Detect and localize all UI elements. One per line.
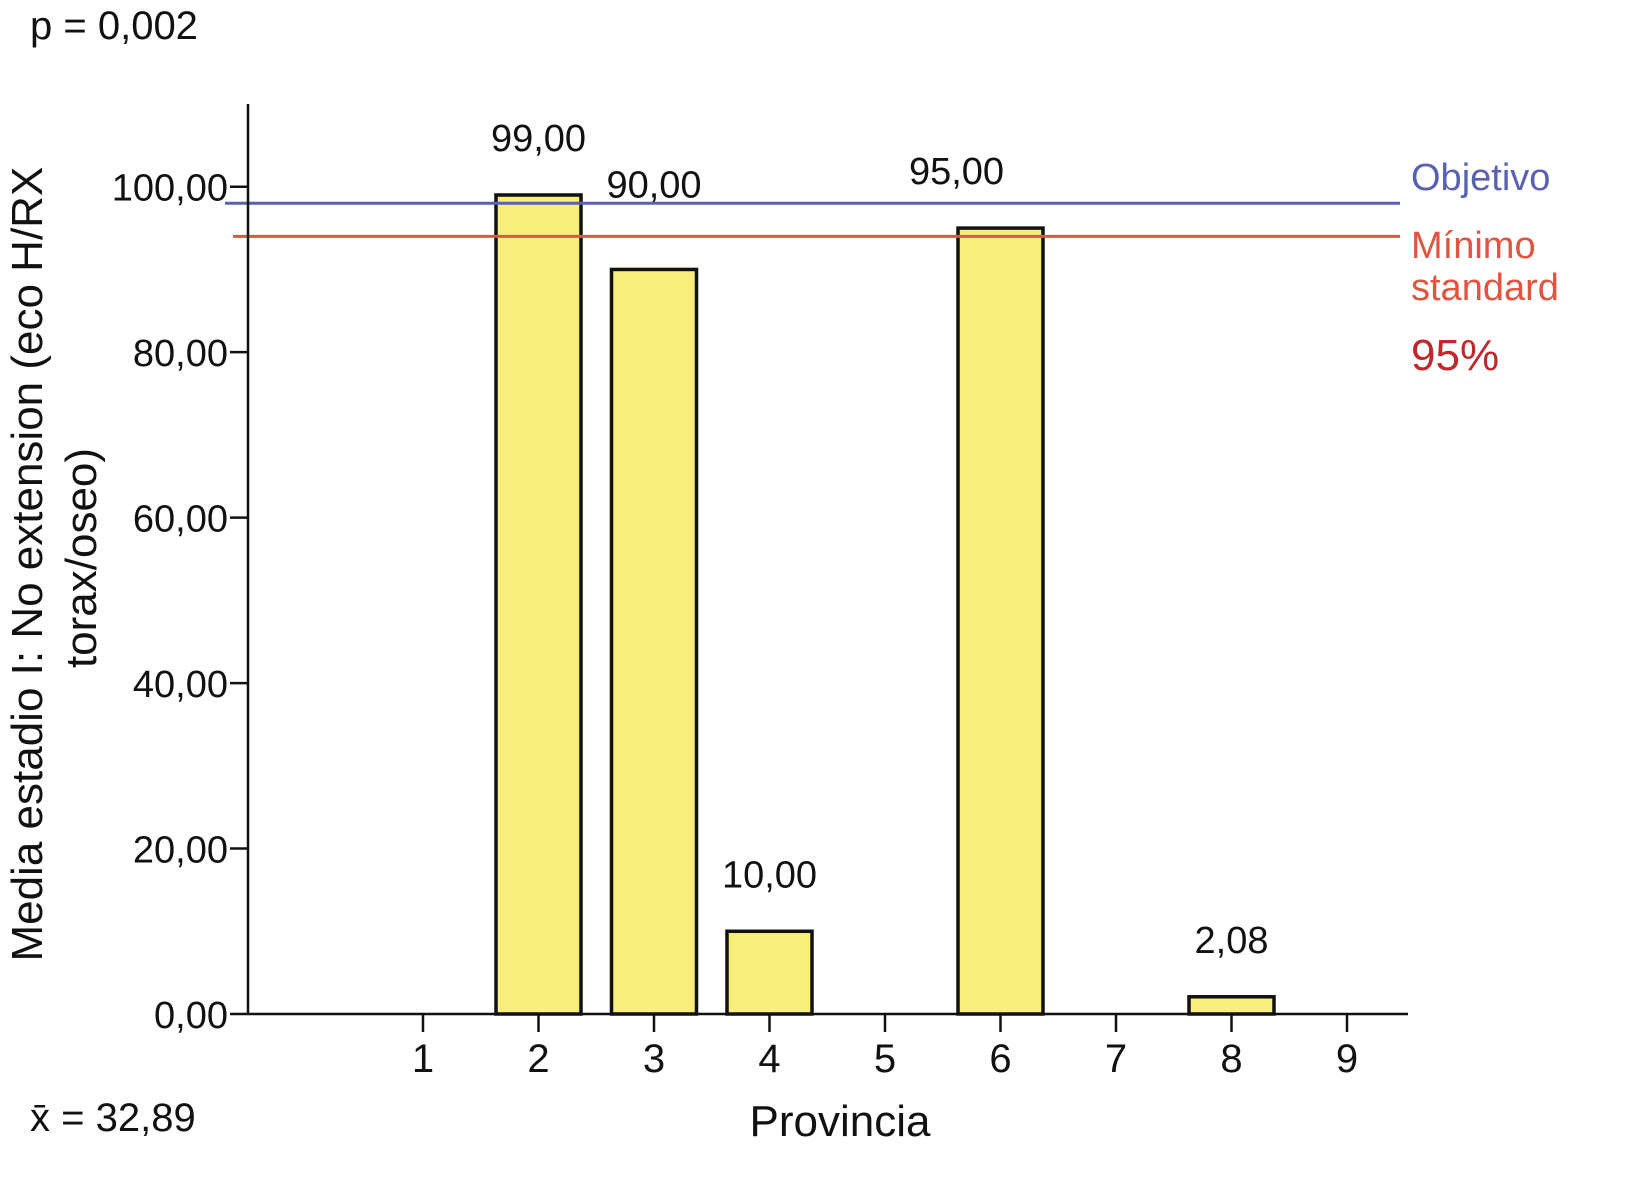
y-tick-label: 40,00 (133, 664, 228, 706)
x-axis-label: Provincia (750, 1097, 931, 1146)
p-value-text: p = 0,002 (30, 4, 198, 48)
reference-line-label: Objetivo (1411, 157, 1550, 199)
y-tick-label: 100,00 (112, 168, 228, 210)
bar-value-label: 95,00 (909, 151, 1004, 193)
reference-line-label: Mínimo (1411, 225, 1536, 267)
value-labels-group: 99,00 90,00 10,00 95,00 2,08 (491, 118, 1269, 962)
bar (494, 193, 583, 1016)
y-tick-label: 0,00 (154, 995, 228, 1037)
x-tick-label: 4 (758, 1037, 780, 1081)
y-axis-ticks: 0,00 20,00 40,00 60,00 80,00 100,00 (112, 168, 248, 1037)
y-axis-label-line-2: torax/oseo) (57, 448, 106, 668)
bar (1187, 995, 1276, 1016)
y-axis-label: Media estadio I: No extension (eco H/RX … (3, 154, 106, 961)
bar (725, 929, 814, 1016)
percent-label: 95% (1411, 331, 1499, 380)
bar-value-label: 99,00 (491, 118, 586, 160)
bar-value-label: 10,00 (722, 854, 817, 896)
mean-text: x̄ = 32,89 (30, 1096, 196, 1140)
x-tick-label: 8 (1220, 1037, 1242, 1081)
bars-group (494, 193, 1276, 1016)
x-tick-label: 3 (643, 1037, 665, 1081)
reference-line-label: standard (1411, 267, 1559, 309)
x-tick-label: 6 (989, 1037, 1011, 1081)
x-axis-ticks: 1 2 3 4 5 6 7 8 9 (412, 1014, 1358, 1081)
bar (609, 267, 699, 1016)
bar (956, 226, 1045, 1016)
y-tick-label: 80,00 (133, 333, 228, 375)
x-tick-label: 1 (412, 1037, 434, 1081)
x-tick-label: 7 (1105, 1037, 1127, 1081)
y-tick-label: 60,00 (133, 499, 228, 541)
y-axis-label-line-1: Media estadio I: No extension (eco H/RX (3, 167, 52, 962)
bar-value-label: 2,08 (1195, 920, 1269, 962)
x-tick-label: 5 (874, 1037, 896, 1081)
bar-value-label: 90,00 (606, 164, 701, 206)
x-tick-label: 9 (1336, 1037, 1358, 1081)
x-tick-label: 2 (527, 1037, 549, 1081)
y-tick-label: 20,00 (133, 830, 228, 872)
